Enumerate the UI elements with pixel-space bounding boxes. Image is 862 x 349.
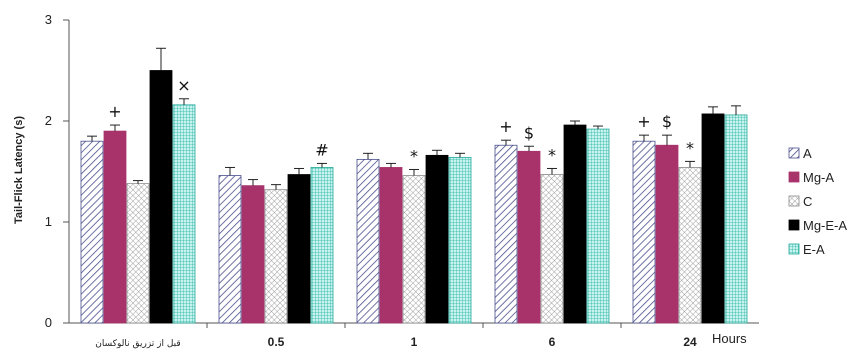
bars (80, 70, 748, 324)
error-bar (455, 152, 465, 158)
error-bars (87, 47, 741, 190)
error-bar (547, 167, 557, 175)
bar (310, 167, 334, 324)
legend-label: A (803, 146, 812, 161)
y-tick-label: 2 (45, 113, 52, 128)
bar (172, 104, 196, 324)
y-axis-title: Tail-Flick Latency (s) (13, 116, 25, 224)
legend-label: Mg-A (803, 170, 834, 185)
category-label: 6 (549, 335, 556, 349)
annotation-marker: $ (524, 123, 534, 142)
category-label: 24 (683, 335, 697, 349)
bar (103, 130, 127, 324)
legend-item: C (788, 194, 812, 209)
x-ticks (206, 323, 622, 328)
bar (678, 167, 702, 324)
legend-swatch (788, 243, 800, 255)
x-axis-title: Hours (712, 331, 747, 346)
bar (402, 175, 426, 324)
error-bar (524, 145, 534, 152)
legend: A Mg-A C Mg-E-A E-A (788, 146, 847, 257)
error-bar (317, 162, 327, 168)
error-bar (731, 105, 741, 115)
bar (448, 156, 472, 324)
legend-item: Mg-E-A (788, 218, 847, 233)
annotation-marker: $ (662, 112, 672, 131)
error-bar (110, 124, 120, 132)
legend-label: E-A (803, 242, 825, 257)
error-bar (409, 168, 419, 176)
plot-area: 0 1 2 3 + × # * + $ * + $ * قبل از تزریق نالوکسان… (45, 12, 759, 349)
category-labels: قبل از تزریق نالوکسان 0.5 1 6 24 (95, 335, 697, 349)
error-bar (662, 134, 672, 146)
category-label: 0.5 (268, 335, 285, 349)
error-bar (294, 167, 304, 175)
bar (632, 140, 656, 324)
bar (586, 128, 610, 324)
annotation-marker: + (637, 112, 650, 131)
bar (218, 175, 242, 324)
annotation-marker: + (499, 117, 512, 136)
y-ticks: 0 1 2 3 (45, 12, 69, 330)
annotation-marker: * (686, 138, 694, 157)
bar (724, 114, 748, 324)
bar (563, 124, 587, 324)
error-bar (386, 162, 396, 168)
bar (126, 183, 150, 324)
error-bar (685, 160, 695, 168)
error-bar (708, 106, 718, 114)
legend-swatch (788, 219, 800, 231)
error-bar (271, 184, 281, 190)
bar (701, 113, 725, 324)
y-tick-label: 1 (45, 214, 52, 229)
error-bar (432, 149, 442, 156)
annotation-marker: * (548, 145, 556, 164)
legend-item: A (788, 146, 812, 161)
bar (80, 140, 104, 324)
bar (149, 70, 173, 324)
error-bar (133, 180, 143, 184)
bar (356, 158, 380, 324)
y-tick-label: 3 (45, 12, 52, 27)
annotation-marker: × (177, 76, 190, 95)
error-bar (639, 134, 649, 142)
bar (655, 144, 679, 324)
legend-item: E-A (788, 242, 825, 257)
y-tick-label: 0 (45, 315, 52, 330)
bar (540, 174, 564, 324)
bar (241, 185, 265, 324)
bar (379, 167, 403, 324)
error-bar (593, 125, 603, 130)
legend-swatch (788, 147, 800, 159)
bar (494, 144, 518, 324)
legend-swatch (788, 171, 800, 183)
bar (425, 154, 449, 324)
legend-label: C (803, 194, 812, 209)
error-bar (363, 152, 373, 160)
bar (287, 174, 311, 324)
bar (264, 189, 288, 324)
error-bar (87, 135, 97, 142)
error-bar (156, 47, 166, 71)
error-bar (225, 166, 235, 176)
legend-label: Mg-E-A (803, 218, 847, 233)
annotation-marker: # (315, 140, 328, 159)
legend-swatch (788, 195, 800, 207)
error-bar (501, 139, 511, 146)
category-label: 1 (411, 335, 418, 349)
error-bar (248, 179, 258, 186)
error-bar (179, 98, 189, 105)
category-label: قبل از تزریق نالوکسان (95, 339, 180, 349)
legend-item: Mg-A (788, 170, 834, 185)
annotation-marker: * (410, 146, 418, 165)
bar (517, 150, 541, 324)
annotations: + × # * + $ * + $ * (108, 76, 694, 166)
error-bar (570, 120, 580, 126)
annotation-marker: + (108, 102, 121, 121)
